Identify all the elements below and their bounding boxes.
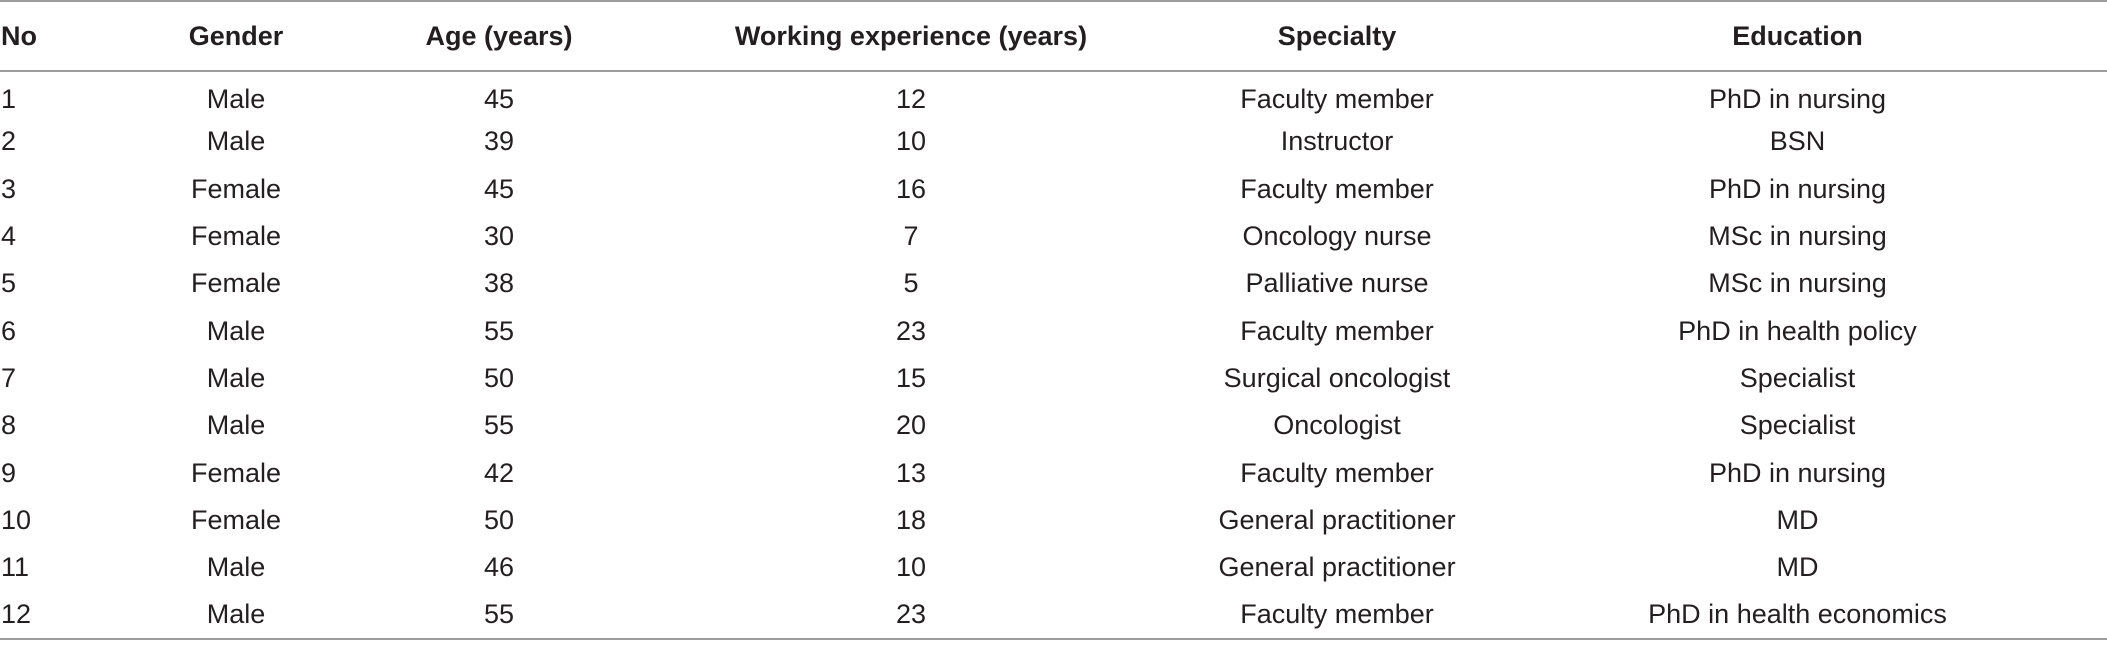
cell-age: 30 bbox=[483, 221, 515, 252]
participants-table: No Gender Age (years) Working experience… bbox=[0, 0, 2107, 640]
table-row: 4 Female 30 7 Oncology nurse MSc in nursing bbox=[0, 213, 2107, 260]
cell-education: Specialist bbox=[1739, 410, 1856, 441]
cell-gender: Female bbox=[190, 221, 282, 252]
cell-no: 7 bbox=[1, 362, 17, 393]
cell-education: MD bbox=[1776, 552, 1819, 583]
cell-specialty: Instructor bbox=[1280, 126, 1394, 157]
cell-specialty: Faculty member bbox=[1186, 591, 1488, 640]
table-row: 3 Female 45 16 Faculty member PhD in nursing bbox=[0, 166, 2107, 213]
cell-specialty: General practitioner bbox=[1218, 504, 1456, 535]
cell-age: 55 bbox=[483, 315, 515, 346]
cell-education: BSN bbox=[1769, 126, 1826, 157]
column-header-no: No bbox=[0, 0, 110, 72]
cell-gender: Male bbox=[110, 591, 362, 640]
cell-working-experience: 18 bbox=[895, 504, 927, 535]
cell-gender: Male bbox=[206, 83, 266, 114]
cell-gender: Female bbox=[190, 504, 282, 535]
cell-age: 45 bbox=[483, 83, 515, 114]
table-row: 2 Male 39 10 Instructor BSN bbox=[0, 118, 2107, 165]
cell-age: 38 bbox=[483, 268, 515, 299]
cell-specialty: Faculty member bbox=[1240, 457, 1434, 488]
cell-specialty: Oncologist bbox=[1273, 410, 1401, 441]
cell-education: PhD in health policy bbox=[1678, 315, 1917, 346]
cell-education: MSc in nursing bbox=[1708, 268, 1887, 299]
cell-education: PhD in health economics bbox=[1488, 591, 2107, 640]
cell-gender: Female bbox=[190, 173, 282, 204]
cell-no: 2 bbox=[1, 126, 17, 157]
cell-age: 39 bbox=[483, 126, 515, 157]
cell-working-experience: 16 bbox=[895, 173, 927, 204]
column-header-specialty: Specialty bbox=[1186, 0, 1488, 72]
table-row: 12 Male 55 23 Faculty member PhD in health ec… bbox=[0, 591, 2107, 640]
cell-gender: Male bbox=[206, 410, 266, 441]
cell-gender: Female bbox=[190, 457, 282, 488]
table-row: 7 Male 50 15 Surgical oncologist Specialist bbox=[0, 355, 2107, 402]
cell-working-experience: 5 bbox=[903, 268, 919, 299]
cell-working-experience: 10 bbox=[895, 552, 927, 583]
cell-age: 50 bbox=[483, 504, 515, 535]
cell-age: 45 bbox=[483, 173, 515, 204]
cell-gender: Male bbox=[206, 126, 266, 157]
cell-working-experience: 12 bbox=[895, 83, 927, 114]
table-row: 5 Female 38 5 Palliative nurse MSc in nursing bbox=[0, 260, 2107, 307]
table-row: 10 Female 50 18 General practitioner MD bbox=[0, 497, 2107, 544]
cell-no: 8 bbox=[1, 410, 17, 441]
cell-specialty: General practitioner bbox=[1218, 552, 1456, 583]
cell-age: 55 bbox=[483, 410, 515, 441]
cell-education: MD bbox=[1776, 504, 1819, 535]
table-header: No Gender Age (years) Working experience… bbox=[0, 0, 2107, 72]
table-row: 8 Male 55 20 Oncologist Specialist bbox=[0, 402, 2107, 449]
cell-working-experience: 10 bbox=[895, 126, 927, 157]
cell-no: 10 bbox=[1, 504, 32, 535]
cell-gender: Male bbox=[206, 315, 266, 346]
header-row: No Gender Age (years) Working experience… bbox=[0, 0, 2107, 72]
cell-age: 55 bbox=[362, 591, 636, 640]
cell-no: 1 bbox=[1, 83, 17, 114]
table-row: 1 Male 45 12 Faculty member PhD in nursing bbox=[0, 71, 2107, 118]
column-header-education: Education bbox=[1488, 0, 2107, 72]
column-header-working-experience: Working experience (years) bbox=[636, 0, 1186, 72]
column-header-age: Age (years) bbox=[362, 0, 636, 72]
cell-no: 11 bbox=[1, 552, 30, 583]
cell-no: 5 bbox=[1, 268, 17, 299]
cell-age: 50 bbox=[483, 362, 515, 393]
cell-gender: Female bbox=[190, 268, 282, 299]
cell-age: 42 bbox=[483, 457, 515, 488]
cell-specialty: Oncology nurse bbox=[1242, 221, 1432, 252]
cell-education: PhD in nursing bbox=[1708, 173, 1887, 204]
cell-education: Specialist bbox=[1739, 362, 1856, 393]
cell-no: 3 bbox=[1, 173, 17, 204]
cell-no: 4 bbox=[1, 221, 17, 252]
cell-working-experience: 7 bbox=[903, 221, 919, 252]
cell-working-experience: 15 bbox=[895, 362, 927, 393]
cell-education: PhD in nursing bbox=[1708, 457, 1887, 488]
cell-specialty: Surgical oncologist bbox=[1223, 362, 1451, 393]
cell-gender: Male bbox=[206, 552, 266, 583]
table-row: 9 Female 42 13 Faculty member PhD in nursing bbox=[0, 449, 2107, 496]
cell-no: 9 bbox=[1, 457, 17, 488]
cell-no: 12 bbox=[0, 591, 110, 640]
cell-gender: Male bbox=[206, 362, 266, 393]
cell-age: 46 bbox=[483, 552, 515, 583]
cell-specialty: Faculty member bbox=[1240, 173, 1434, 204]
table-body: 1 Male 45 12 Faculty member PhD in nursing 2 Ma… bbox=[0, 71, 2107, 640]
cell-education: MSc in nursing bbox=[1708, 221, 1887, 252]
cell-specialty: Faculty member bbox=[1240, 83, 1434, 114]
cell-working-experience: 13 bbox=[895, 457, 927, 488]
table-row: 6 Male 55 23 Faculty member PhD in health pol… bbox=[0, 307, 2107, 354]
cell-education: PhD in nursing bbox=[1708, 83, 1887, 114]
cell-working-experience: 20 bbox=[895, 410, 927, 441]
cell-specialty: Palliative nurse bbox=[1245, 268, 1429, 299]
cell-no: 6 bbox=[1, 315, 17, 346]
cell-working-experience: 23 bbox=[636, 591, 1186, 640]
table-row: 11 Male 46 10 General practitioner MD bbox=[0, 544, 2107, 591]
cell-working-experience: 23 bbox=[895, 315, 927, 346]
column-header-gender: Gender bbox=[110, 0, 362, 72]
cell-specialty: Faculty member bbox=[1240, 315, 1434, 346]
